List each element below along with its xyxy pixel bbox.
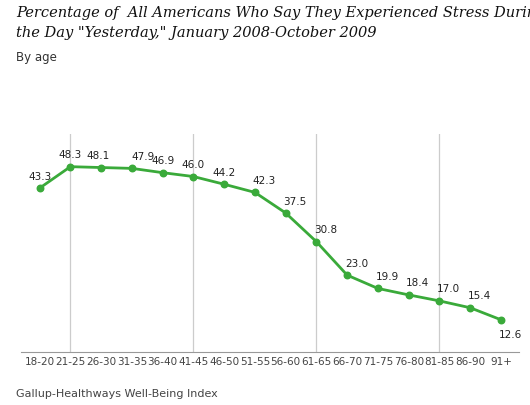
Point [435, 298, 444, 304]
Point [189, 173, 198, 180]
Text: 43.3: 43.3 [28, 172, 51, 182]
Point [343, 272, 351, 278]
Text: 18.4: 18.4 [407, 279, 429, 288]
Point [97, 164, 105, 171]
Text: 46.0: 46.0 [182, 160, 205, 170]
Text: 48.3: 48.3 [59, 150, 82, 160]
Point [158, 169, 167, 176]
Point [36, 185, 44, 191]
Text: 30.8: 30.8 [314, 225, 337, 235]
Text: 46.9: 46.9 [151, 156, 174, 166]
Point [66, 164, 75, 170]
Text: 47.9: 47.9 [131, 152, 154, 162]
Text: Percentage of  All Americans Who Say They Experienced Stress During a Lot of: Percentage of All Americans Who Say They… [16, 6, 530, 20]
Point [128, 165, 136, 172]
Point [220, 181, 228, 188]
Text: 19.9: 19.9 [376, 272, 399, 282]
Point [312, 239, 321, 245]
Text: 15.4: 15.4 [468, 291, 491, 301]
Text: 37.5: 37.5 [283, 196, 306, 207]
Text: 44.2: 44.2 [213, 168, 236, 178]
Point [374, 285, 382, 292]
Point [497, 317, 505, 323]
Text: the Day "Yesterday," January 2008-October 2009: the Day "Yesterday," January 2008-Octobe… [16, 26, 376, 40]
Text: 48.1: 48.1 [86, 151, 110, 161]
Point [251, 189, 259, 196]
Text: 17.0: 17.0 [437, 284, 460, 294]
Text: Gallup-Healthways Well-Being Index: Gallup-Healthways Well-Being Index [16, 389, 218, 399]
Text: 23.0: 23.0 [345, 259, 368, 269]
Text: 12.6: 12.6 [499, 330, 522, 341]
Text: 42.3: 42.3 [252, 176, 276, 186]
Text: By age: By age [16, 51, 57, 64]
Point [281, 210, 290, 216]
Point [466, 305, 474, 311]
Point [404, 292, 413, 298]
